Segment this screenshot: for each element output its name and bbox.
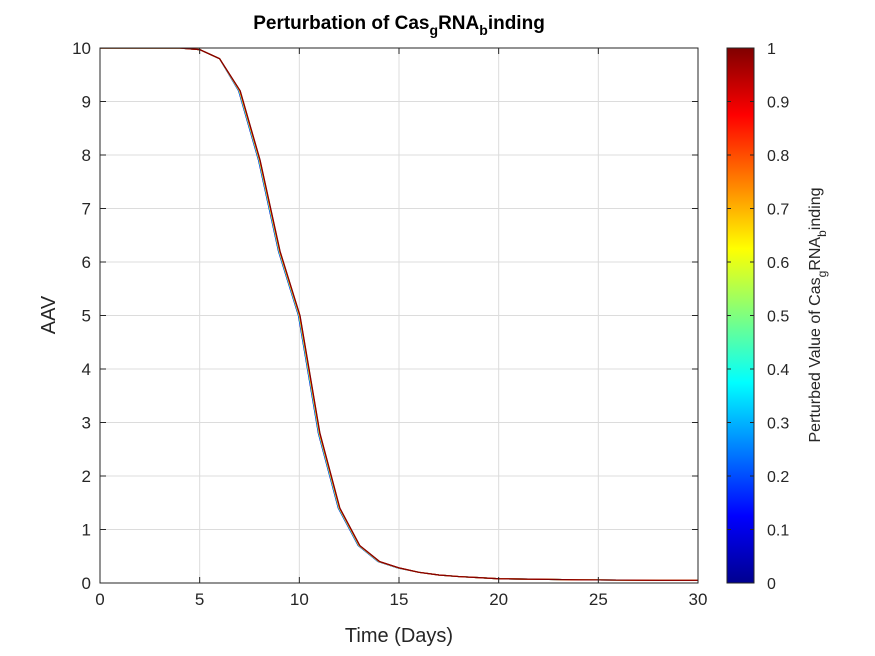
chart-title: Perturbation of CasgRNAbinding — [253, 13, 545, 38]
y-tick-label: 1 — [82, 521, 91, 540]
y-tick-label: 7 — [82, 200, 91, 219]
x-tick-label: 25 — [589, 590, 608, 609]
cb-label-part-1: Perturbed Value of Cas — [807, 277, 824, 442]
x-axis-label: Time (Days) — [345, 625, 453, 647]
cb-label-subscript-g: g — [815, 271, 829, 278]
colorbar-tick-label: 0.8 — [767, 148, 789, 165]
cb-label-subscript-b: b — [815, 230, 829, 237]
colorbar-tick-label: 0.9 — [767, 95, 789, 112]
colorbar-tick-label: 1 — [767, 41, 776, 58]
x-tick-label: 0 — [95, 590, 104, 609]
x-tick-label: 10 — [290, 590, 309, 609]
title-part-2: RNA — [438, 13, 479, 34]
y-tick-label: 2 — [82, 467, 91, 486]
colorbar-label: Perturbed Value of CasgRNAbinding — [807, 188, 829, 443]
colorbar-tick-label: 0.7 — [767, 202, 789, 219]
colorbar-ticks: 0 0.1 0.2 0.3 0.4 0.5 0.6 0.7 0.8 0.9 1 — [727, 41, 789, 593]
colorbar-tick-label: 0 — [767, 576, 776, 593]
y-axis-label: AAV — [38, 295, 60, 334]
colorbar-tick-label: 0.2 — [767, 469, 789, 486]
colorbar-tick-label: 0.5 — [767, 309, 789, 326]
y-tick-label: 6 — [82, 253, 91, 272]
y-tick-label: 4 — [82, 360, 91, 379]
y-tick-label: 9 — [82, 93, 91, 112]
colorbar — [726, 47, 755, 584]
y-tick-label: 3 — [82, 414, 91, 433]
x-tick-label: 30 — [689, 590, 708, 609]
colorbar-tick-label: 0.3 — [767, 416, 789, 433]
x-tick-label: 15 — [390, 590, 409, 609]
colorbar-tick-label: 0.4 — [767, 362, 789, 379]
y-tick-label: 8 — [82, 146, 91, 165]
y-tick-label: 10 — [72, 39, 91, 58]
colorbar-tick-label: 0.6 — [767, 255, 789, 272]
title-part-1: Perturbation of Cas — [253, 13, 429, 34]
y-tick-label: 5 — [82, 307, 91, 326]
x-tick-label: 5 — [195, 590, 204, 609]
cb-label-part-2: RNA — [807, 237, 824, 271]
x-tick-label: 20 — [489, 590, 508, 609]
title-subscript-b: b — [479, 22, 488, 38]
y-ticks: 0 1 2 3 4 5 6 7 8 9 10 — [72, 39, 698, 593]
y-tick-label: 0 — [82, 574, 91, 593]
title-subscript-g: g — [430, 22, 439, 38]
colorbar-tick-label: 0.1 — [767, 523, 789, 540]
cb-label-part-3: inding — [807, 188, 824, 231]
title-part-3: inding — [488, 13, 545, 34]
x-ticks: 0 5 10 15 20 25 30 — [95, 48, 707, 609]
